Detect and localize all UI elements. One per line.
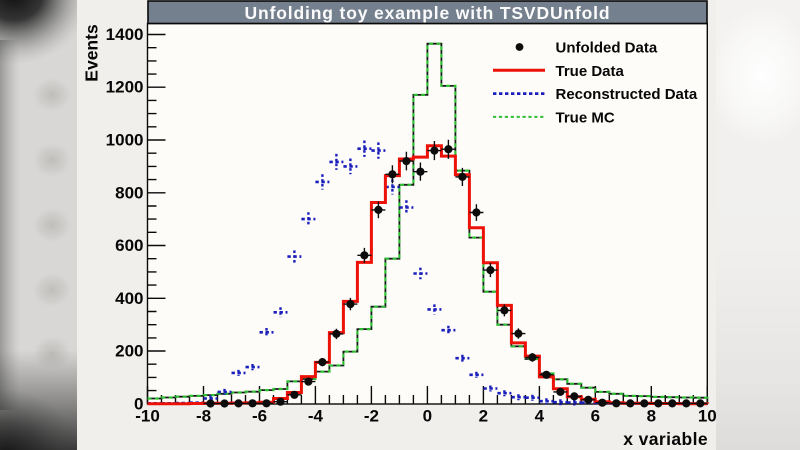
svg-text:400: 400	[115, 289, 143, 308]
svg-text:10: 10	[698, 407, 717, 426]
svg-text:6: 6	[591, 407, 600, 426]
svg-text:-2: -2	[364, 407, 379, 426]
svg-text:800: 800	[115, 183, 143, 202]
svg-text:0: 0	[134, 394, 143, 413]
svg-text:-4: -4	[308, 407, 324, 426]
svg-text:0: 0	[423, 407, 432, 426]
svg-text:8: 8	[647, 407, 656, 426]
svg-text:-8: -8	[196, 407, 211, 426]
svg-text:-10: -10	[135, 407, 160, 426]
svg-text:1000: 1000	[106, 131, 144, 150]
svg-text:x variable: x variable	[623, 429, 708, 449]
svg-text:Unfolded Data: Unfolded Data	[556, 40, 658, 57]
svg-text:4: 4	[535, 407, 545, 426]
svg-text:200: 200	[115, 342, 143, 361]
svg-text:Reconstructed Data: Reconstructed Data	[556, 86, 698, 103]
svg-text:600: 600	[115, 236, 143, 255]
svg-text:True MC: True MC	[556, 109, 615, 126]
svg-text:1200: 1200	[106, 78, 144, 97]
svg-text:1400: 1400	[106, 25, 144, 44]
svg-text:Events: Events	[82, 24, 102, 82]
svg-text:2: 2	[479, 407, 488, 426]
svg-text:-6: -6	[252, 407, 267, 426]
svg-text:True Data: True Data	[556, 63, 625, 80]
svg-text:Unfolding toy example with TSV: Unfolding toy example with TSVDUnfold	[245, 3, 611, 23]
